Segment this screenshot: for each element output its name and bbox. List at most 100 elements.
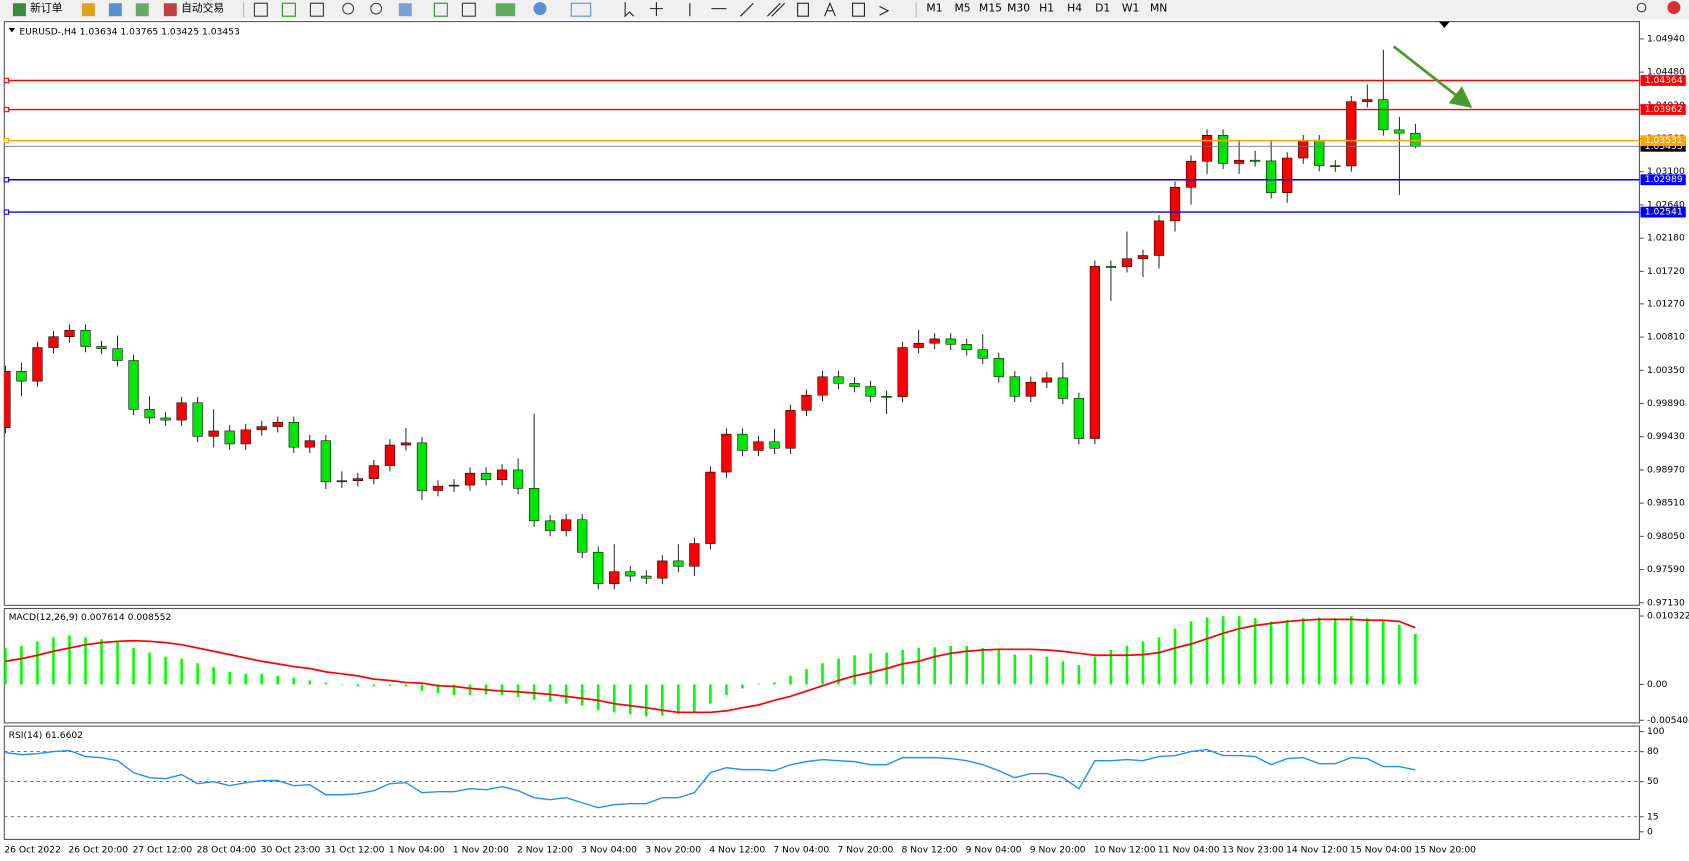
x-tick-label: 7 Nov 20:00 (837, 845, 893, 856)
zoom-out-button[interactable] (370, 2, 383, 15)
timeframe-button[interactable]: MN (1150, 2, 1167, 15)
y-tick-label: 0.98970 (1647, 464, 1685, 475)
timeframe-button[interactable]: M5 (954, 2, 970, 15)
macd-bar (661, 684, 664, 716)
new-order-button[interactable]: 新订单 (30, 2, 63, 15)
macd-bar (132, 647, 135, 685)
toolbar-buttons: 新订单 自动交易 M1 M5 M15 M30 H1 H4 D1 (12, 1, 1681, 18)
candle-body (496, 469, 508, 480)
y-tick-label: 15 (1647, 811, 1659, 822)
annotation-arrow (1392, 45, 1473, 108)
candle-body (1137, 255, 1149, 260)
candle-body (256, 426, 267, 431)
hline-label-box (1640, 206, 1686, 218)
macd-bar (388, 684, 392, 686)
macd-bar (1205, 617, 1209, 685)
y-tick-label: 0.98050 (1647, 531, 1685, 542)
y-tick-label: 0.010322 (1647, 611, 1689, 622)
y-tick-label: -0.005408 (1647, 715, 1689, 726)
x-tick-label: 9 Nov 04:00 (966, 845, 1022, 856)
macd-bar (1253, 618, 1257, 685)
candle-body (96, 346, 107, 349)
macd-bar (965, 645, 969, 685)
auto-trade-button[interactable]: 自动交易 (181, 2, 224, 15)
timeframe-button[interactable]: M30 (1007, 2, 1030, 15)
macd-bar (1013, 654, 1017, 685)
crosshair-button[interactable] (649, 2, 663, 17)
candle-body (1298, 140, 1309, 159)
hline-label-box (1640, 135, 1686, 147)
candle-body (1169, 187, 1181, 222)
macd-bar (68, 635, 71, 685)
macd-bar (516, 684, 520, 698)
macd-bar (52, 637, 55, 685)
candle-body (384, 444, 396, 466)
candle-body (224, 430, 235, 445)
toolbar-icon[interactable] (81, 3, 95, 17)
candle-body (673, 560, 684, 567)
candle-body (913, 342, 924, 348)
macd-bar (196, 663, 199, 685)
macd-bar (1382, 620, 1385, 685)
macd-bar (228, 671, 231, 685)
macd-bar (853, 655, 856, 685)
channel-button[interactable] (767, 2, 786, 17)
macd-bar (1365, 618, 1369, 685)
fibo-button[interactable] (797, 2, 809, 17)
candle-chart-button[interactable] (281, 2, 296, 17)
macd-bar (821, 663, 824, 685)
templates-button[interactable] (570, 2, 592, 17)
timeframe-button[interactable]: D1 (1095, 2, 1110, 15)
candle-body (464, 472, 476, 486)
candle-body (512, 469, 524, 489)
timeframe-button[interactable]: H1 (1039, 2, 1054, 15)
zoom-in-button[interactable] (342, 2, 355, 15)
x-tick-label: 1 Nov 20:00 (453, 845, 509, 856)
macd-bar (500, 684, 504, 696)
macd-bar (1414, 633, 1417, 685)
new-order-icon[interactable] (12, 3, 26, 17)
toolbar-icon[interactable] (108, 3, 122, 17)
candle-body (593, 551, 604, 584)
label-button[interactable] (852, 2, 865, 17)
candle-body (336, 480, 347, 483)
y-tick-label: 50 (1647, 776, 1659, 787)
shift-button[interactable] (461, 2, 476, 17)
trendline-button[interactable] (740, 2, 754, 17)
macd-bar (1045, 656, 1049, 685)
search-button[interactable] (1636, 2, 1647, 13)
autoscroll-button[interactable] (433, 2, 448, 17)
auto-trade-icon[interactable] (163, 3, 177, 17)
bar-chart-button[interactable] (253, 2, 268, 17)
hline-handle (3, 209, 10, 215)
timeframe-button[interactable]: M1 (926, 2, 942, 15)
periods-button[interactable] (533, 2, 547, 16)
notification-button[interactable] (1667, 1, 1681, 15)
cursor-button[interactable] (624, 2, 635, 18)
candle-body (160, 417, 171, 421)
candle-body (400, 442, 412, 446)
y-tick-label: 1.00350 (1647, 365, 1685, 376)
hline-label: 1.02541 (1645, 207, 1683, 218)
macd-bar (805, 669, 808, 685)
x-tick-label: 10 Nov 12:00 (1094, 845, 1156, 856)
chart-header: EURUSD-,H4 1.03634 1.03765 1.03425 1.034… (19, 26, 240, 37)
macd-bar (1029, 654, 1033, 685)
indicators-button[interactable] (495, 3, 516, 17)
timeframe-button[interactable]: W1 (1122, 2, 1139, 15)
line-chart-button[interactable] (309, 2, 324, 17)
macd-bar (548, 684, 552, 702)
candle-body (945, 338, 956, 345)
y-tick-label: 0.97590 (1647, 564, 1685, 575)
arrows-button[interactable] (879, 5, 890, 16)
rsi-plot (4, 748, 1640, 818)
timeframe-button[interactable]: M15 (979, 2, 1002, 15)
macd-bar (612, 684, 616, 713)
timeframe-button[interactable]: H4 (1067, 2, 1082, 15)
text-button[interactable] (824, 1, 836, 17)
toolbar-icon[interactable] (135, 3, 149, 17)
tile-button[interactable] (398, 3, 412, 17)
candle-body (817, 376, 828, 396)
candle-body (1009, 376, 1020, 397)
candle-body (1057, 377, 1068, 399)
